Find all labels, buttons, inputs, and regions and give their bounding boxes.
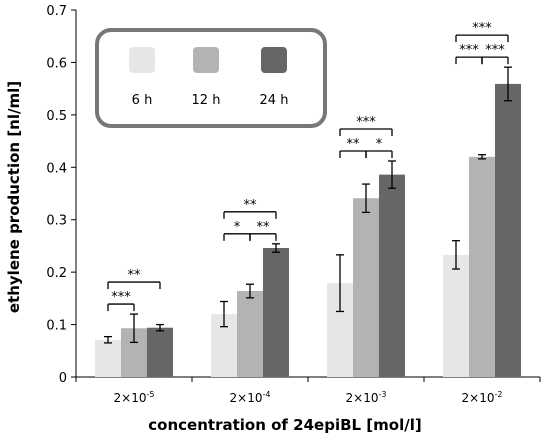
bar [495, 83, 521, 377]
bar [379, 174, 405, 377]
y-tick-label: 0.3 [46, 214, 67, 229]
bar [469, 156, 495, 377]
significance-label: *** [459, 43, 479, 58]
bar [443, 254, 469, 377]
x-tick-label: 2×10-4 [230, 390, 271, 405]
significance-label: * [376, 137, 383, 152]
y-tick-label: 0.5 [46, 109, 67, 124]
y-tick-label: 0.6 [46, 56, 67, 71]
y-tick-label: 0.7 [46, 4, 67, 19]
legend-label: 24 h [260, 93, 289, 108]
legend-swatch [129, 47, 155, 73]
legend-swatch [261, 47, 287, 73]
significance-label: ** [244, 198, 258, 213]
x-axis-title: concentration of 24epiBL [mol/l] [148, 416, 421, 434]
y-axis-title: ethylene production [nl/ml] [5, 81, 23, 313]
y-tick-label: 0.2 [46, 266, 67, 281]
y-tick-label: 0.4 [46, 161, 67, 176]
legend-swatch [193, 47, 219, 73]
legend-label: 6 h [132, 93, 153, 108]
y-tick-label: 0.1 [46, 319, 67, 334]
x-tick-label: 2×10-5 [114, 390, 155, 405]
significance-label: ** [257, 220, 271, 235]
significance-label: ** [128, 268, 142, 283]
bar [237, 291, 263, 377]
y-tick-label: 0 [59, 371, 67, 386]
bar [263, 248, 289, 377]
legend-label: 12 h [192, 93, 221, 108]
significance-label: *** [485, 43, 505, 58]
significance-label: * [234, 220, 241, 235]
bar [353, 198, 379, 377]
significance-label: *** [111, 290, 131, 305]
legend-box [95, 28, 327, 128]
x-tick-label: 2×10-3 [346, 390, 387, 405]
bar [147, 327, 173, 377]
x-tick-label: 2×10-2 [462, 390, 503, 405]
bar [95, 339, 121, 377]
significance-label: *** [356, 115, 376, 130]
significance-label: ** [347, 137, 361, 152]
significance-label: *** [472, 21, 492, 36]
